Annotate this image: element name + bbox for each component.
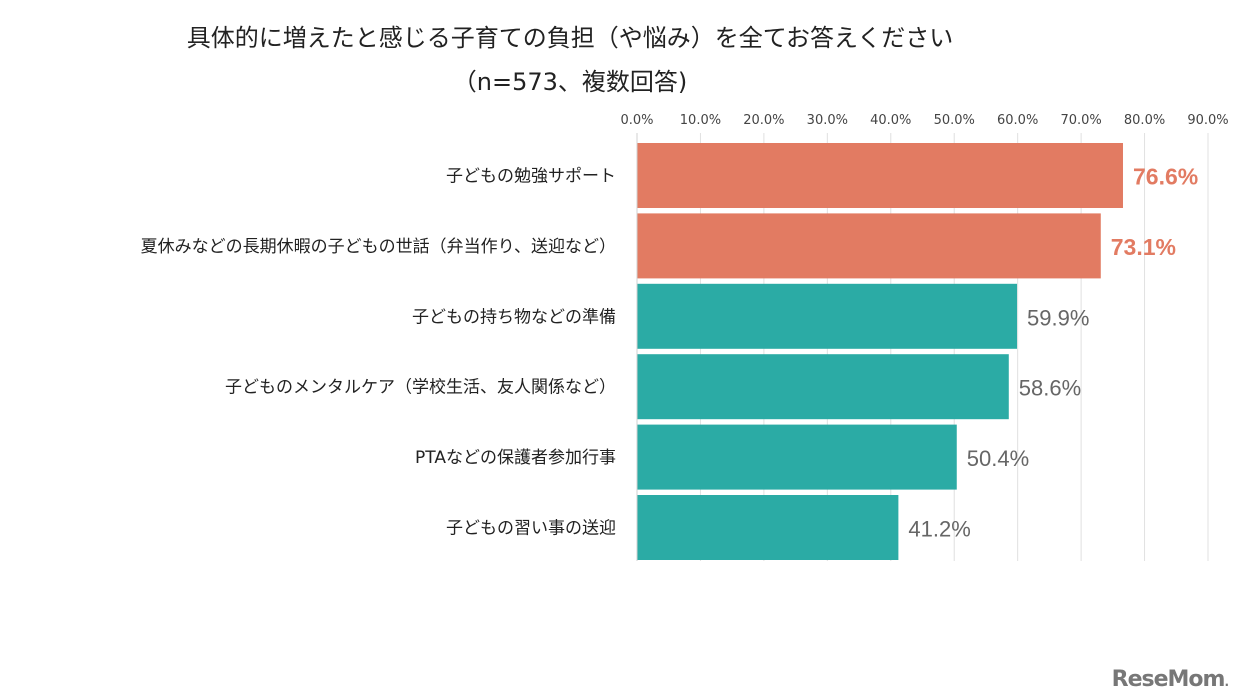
- category-label: 夏休みなどの長期休暇の子どもの世話（弁当作り、送迎など）: [141, 237, 616, 257]
- category-label: 子どもの習い事の送迎: [446, 519, 616, 539]
- x-tick-label: 80.0%: [1124, 113, 1165, 128]
- x-tick-label: 50.0%: [934, 113, 975, 128]
- bar: [637, 213, 1101, 279]
- bar: [637, 143, 1123, 208]
- data-label: 50.4%: [967, 446, 1029, 471]
- bar: [637, 354, 1009, 420]
- data-label: 59.9%: [1027, 305, 1089, 330]
- bar: [637, 424, 957, 490]
- category-label: 子どもの持ち物などの準備: [412, 307, 616, 327]
- data-label: 58.6%: [1019, 376, 1081, 401]
- x-tick-label: 20.0%: [743, 113, 784, 128]
- data-label: 73.1%: [1111, 234, 1176, 260]
- x-tick-label: 30.0%: [807, 113, 848, 128]
- chart-title: 具体的に増えたと感じる子育ての負担（や悩み）を全てお答えください: [186, 24, 954, 52]
- category-label: PTAなどの保護者参加行事: [415, 448, 616, 468]
- category-label: 子どものメンタルケア（学校生活、友人関係など）: [225, 378, 616, 398]
- x-tick-label: 40.0%: [870, 113, 911, 128]
- x-tick-label: 70.0%: [1060, 113, 1101, 128]
- resemom-logo: ReseMom.: [1111, 667, 1229, 692]
- data-label: 41.2%: [908, 517, 970, 542]
- x-tick-label: 0.0%: [620, 113, 653, 128]
- bar: [637, 283, 1018, 349]
- x-tick-label: 60.0%: [997, 113, 1038, 128]
- category-label: 子どもの勉強サポート: [446, 167, 616, 187]
- chart-subtitle: （n=573、複数回答): [452, 68, 688, 96]
- x-tick-label: 10.0%: [680, 113, 721, 128]
- x-tick-label: 90.0%: [1187, 113, 1228, 128]
- bar: [637, 495, 899, 560]
- data-label: 76.6%: [1133, 164, 1198, 190]
